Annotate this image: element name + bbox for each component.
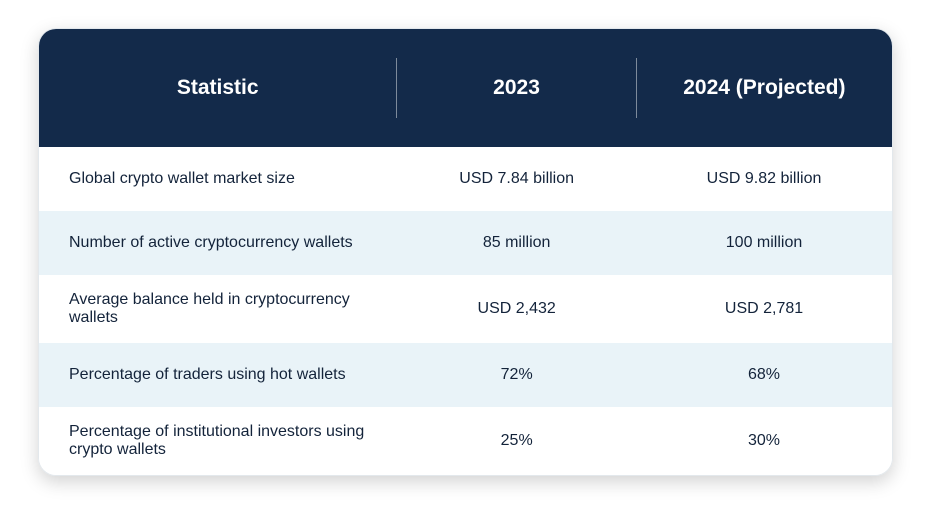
table-row: Average balance held in cryptocurrency w… [39, 275, 892, 343]
cell-2024: USD 2,781 [636, 284, 892, 334]
col-header-2023: 2023 [397, 29, 635, 147]
table-row: Global crypto wallet market size USD 7.8… [39, 147, 892, 211]
table-row: Percentage of traders using hot wallets … [39, 343, 892, 407]
cell-2024: 68% [636, 350, 892, 400]
table-row: Percentage of institutional investors us… [39, 407, 892, 475]
cell-statistic: Average balance held in cryptocurrency w… [39, 275, 397, 343]
cell-statistic: Percentage of institutional investors us… [39, 407, 397, 475]
cell-2024: 100 million [636, 218, 892, 268]
cell-2023: 25% [397, 416, 636, 466]
cell-2023: USD 2,432 [397, 284, 636, 334]
cell-statistic: Percentage of traders using hot wallets [39, 350, 397, 400]
cell-2023: 72% [397, 350, 636, 400]
stats-table: Statistic 2023 2024 (Projected) Global c… [38, 28, 893, 476]
table-row: Number of active cryptocurrency wallets … [39, 211, 892, 275]
cell-2023: 85 million [397, 218, 636, 268]
table-header-row: Statistic 2023 2024 (Projected) [39, 29, 892, 147]
cell-statistic: Global crypto wallet market size [39, 154, 397, 204]
cell-statistic: Number of active cryptocurrency wallets [39, 218, 397, 268]
col-header-statistic: Statistic [39, 29, 396, 147]
cell-2023: USD 7.84 billion [397, 154, 636, 204]
col-header-2024: 2024 (Projected) [637, 29, 892, 147]
cell-2024: 30% [636, 416, 892, 466]
cell-2024: USD 9.82 billion [636, 154, 892, 204]
